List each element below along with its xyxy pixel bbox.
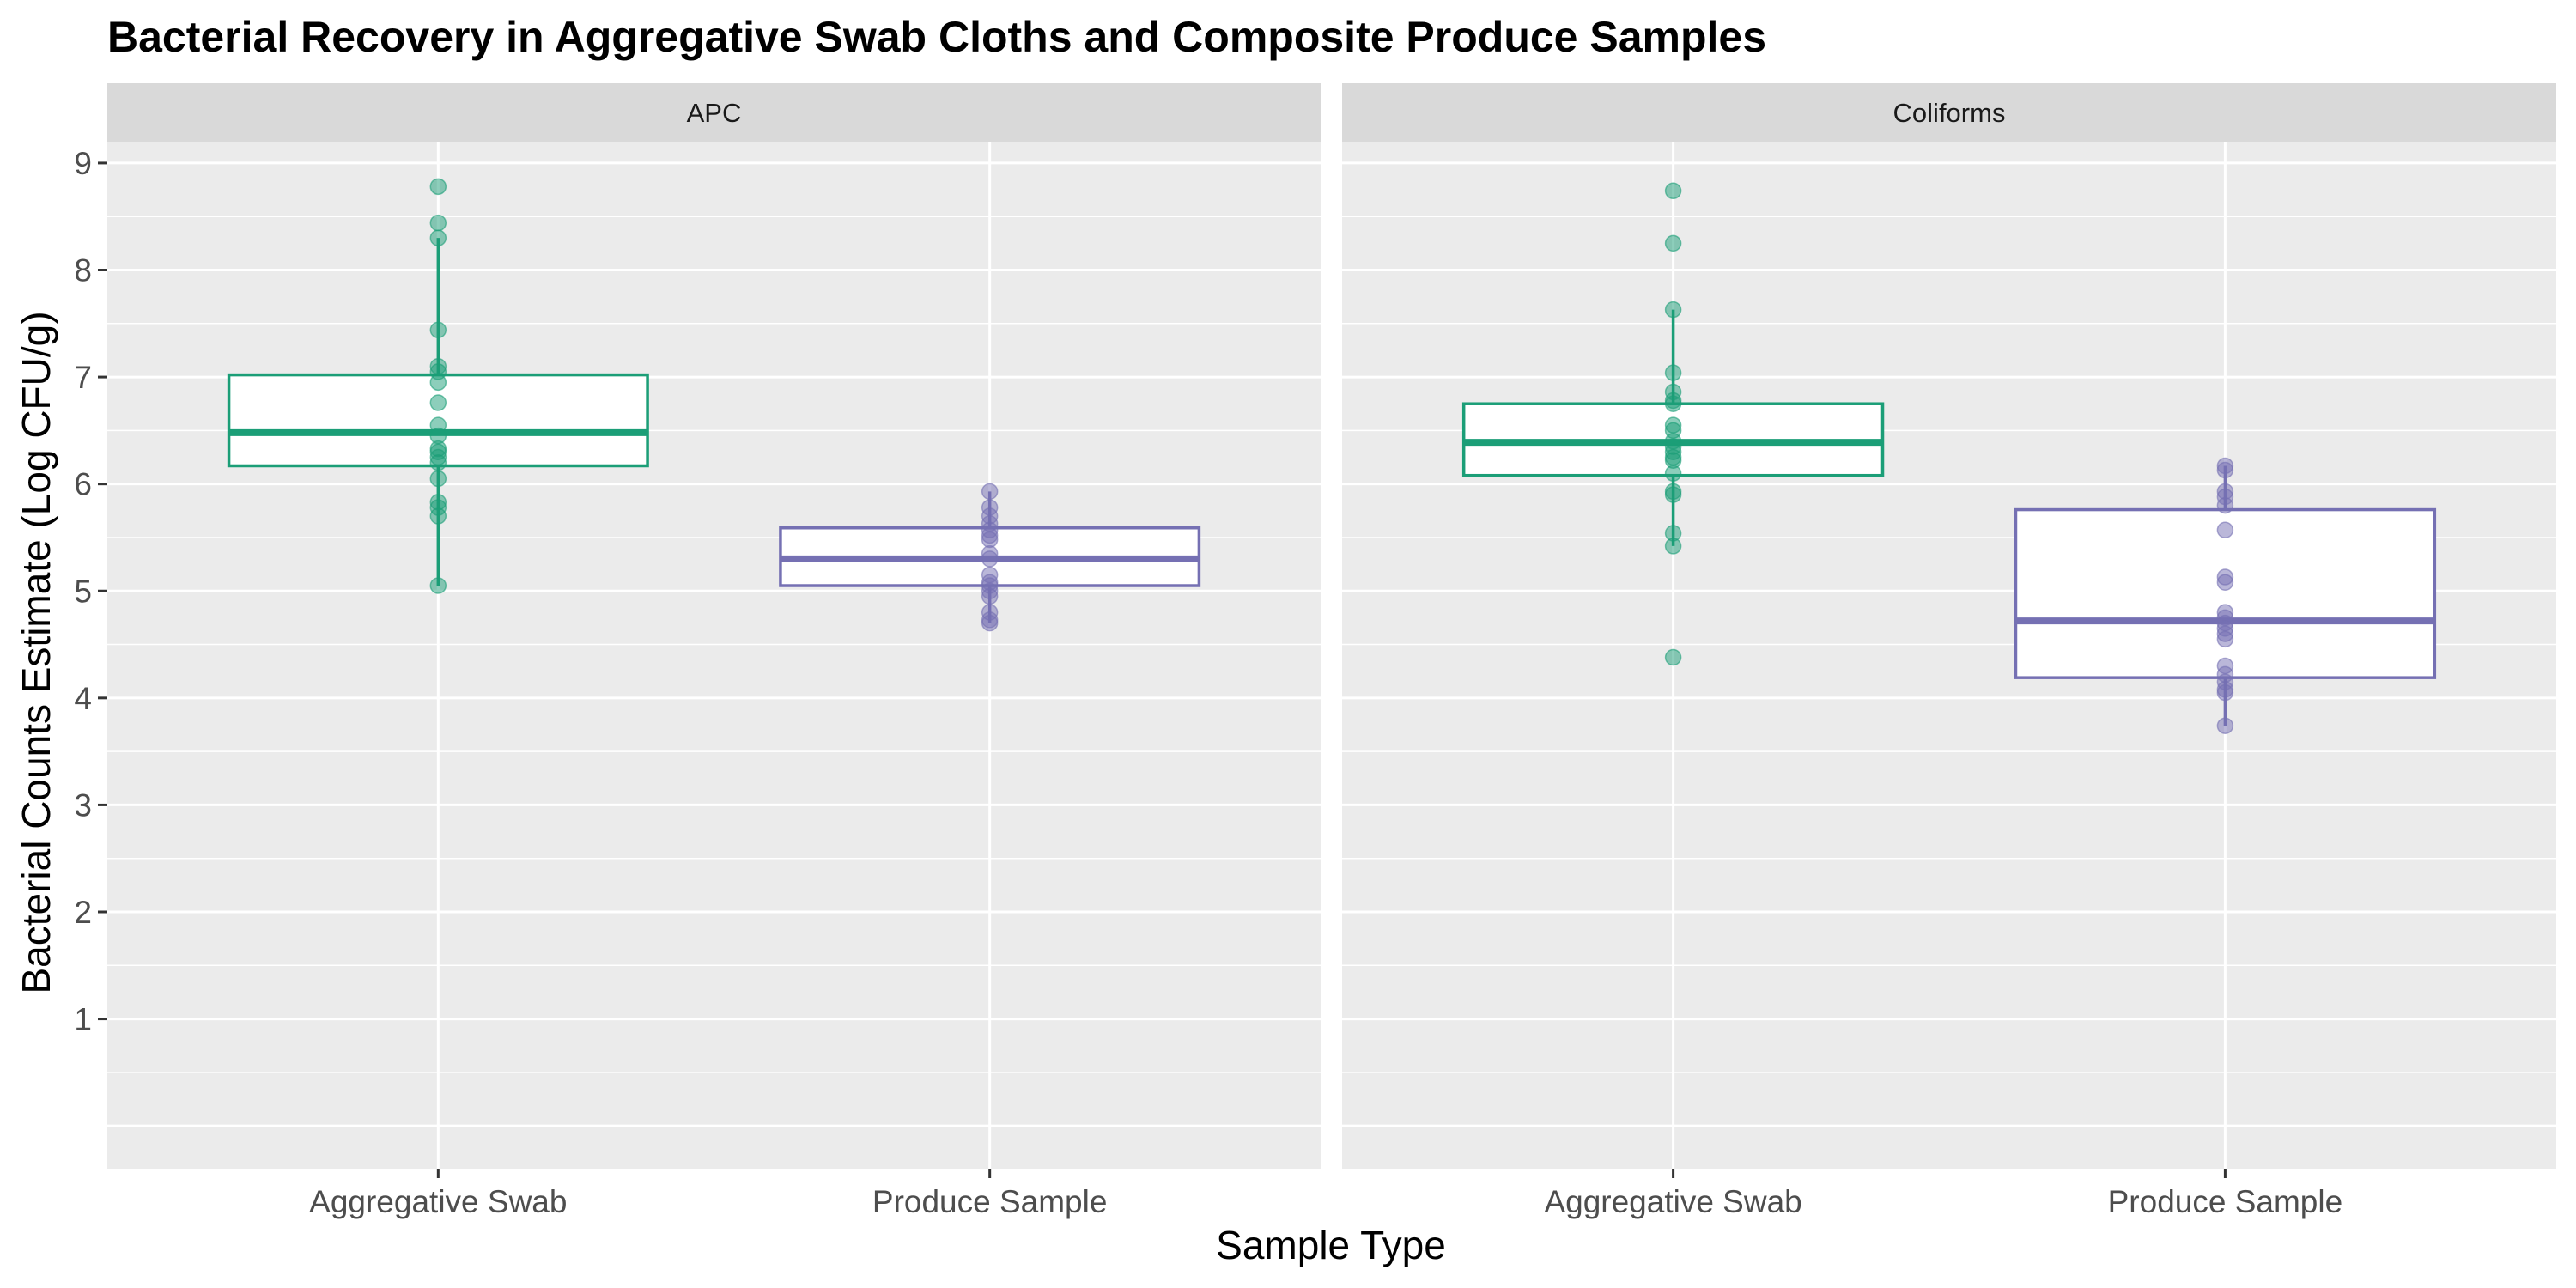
data-point (1664, 648, 1682, 666)
y-tick-label: 8 (74, 253, 92, 289)
data-point (429, 374, 447, 392)
data-point (429, 454, 447, 471)
x-axis-title: Sample Type (1216, 1223, 1446, 1267)
data-point (429, 229, 447, 246)
facet-strip (1342, 83, 2556, 142)
data-point (981, 483, 999, 501)
boxplot-aggregative-swab (1461, 182, 1885, 666)
data-point (429, 394, 447, 411)
chart-title: Bacterial Recovery in Aggregative Swab C… (107, 13, 1766, 61)
data-point (429, 507, 447, 525)
facet-panel-coliforms: Coliforms Aggregative Swab Produce Sample (1342, 83, 2556, 1219)
y-tick-label: 2 (74, 895, 92, 930)
data-point (429, 178, 447, 196)
data-point (429, 321, 447, 339)
data-point (429, 470, 447, 488)
data-point (2216, 574, 2234, 592)
y-tick-label: 9 (74, 146, 92, 181)
boxplot-aggregative-swab (227, 178, 649, 594)
data-point (1664, 301, 1682, 319)
y-tick-label: 1 (74, 1002, 92, 1037)
data-point (2216, 630, 2234, 648)
data-point (981, 614, 999, 632)
data-point (1664, 234, 1682, 252)
data-point (981, 587, 999, 605)
y-tick-label: 7 (74, 360, 92, 395)
facet-panel-apc: APC Aggregative Swab Produce Sample (107, 83, 1321, 1219)
x-tick-label: Produce Sample (872, 1184, 1108, 1219)
panel-background (107, 142, 1321, 1169)
data-point (981, 550, 999, 568)
facet-strip-label: APC (687, 98, 742, 128)
boxplot-produce-sample (2014, 457, 2437, 734)
y-tick-label: 5 (74, 574, 92, 609)
y-tick-label: 3 (74, 787, 92, 823)
y-tick-label: 6 (74, 467, 92, 502)
facet-strip-label: Coliforms (1893, 98, 2006, 128)
data-point (1664, 395, 1682, 412)
data-point (1664, 486, 1682, 503)
x-tick-label: Aggregative Swab (309, 1184, 567, 1219)
data-point (2216, 521, 2234, 538)
data-point (1664, 182, 1682, 200)
boxplot-produce-sample (779, 483, 1201, 632)
data-point (2216, 717, 2234, 734)
x-tick-label: Aggregative Swab (1544, 1184, 1801, 1219)
data-point (1664, 465, 1682, 482)
y-tick-label: 4 (74, 681, 92, 716)
data-point (429, 214, 447, 232)
x-tick-label: Produce Sample (2108, 1184, 2343, 1219)
data-point (429, 577, 447, 594)
plot-layer: 1 2 3 4 5 6 7 8 9 APC Aggregative Swab Produce Samp… (74, 83, 2556, 1219)
data-point (1664, 364, 1682, 381)
data-point (2216, 496, 2234, 514)
data-point (2216, 683, 2234, 702)
data-point (981, 531, 999, 549)
y-axis-title: Bacterial Counts Estimate (Log CFU/g) (14, 311, 58, 993)
data-point (1664, 538, 1682, 555)
facet-strip (107, 83, 1321, 142)
data-point (2216, 461, 2234, 479)
